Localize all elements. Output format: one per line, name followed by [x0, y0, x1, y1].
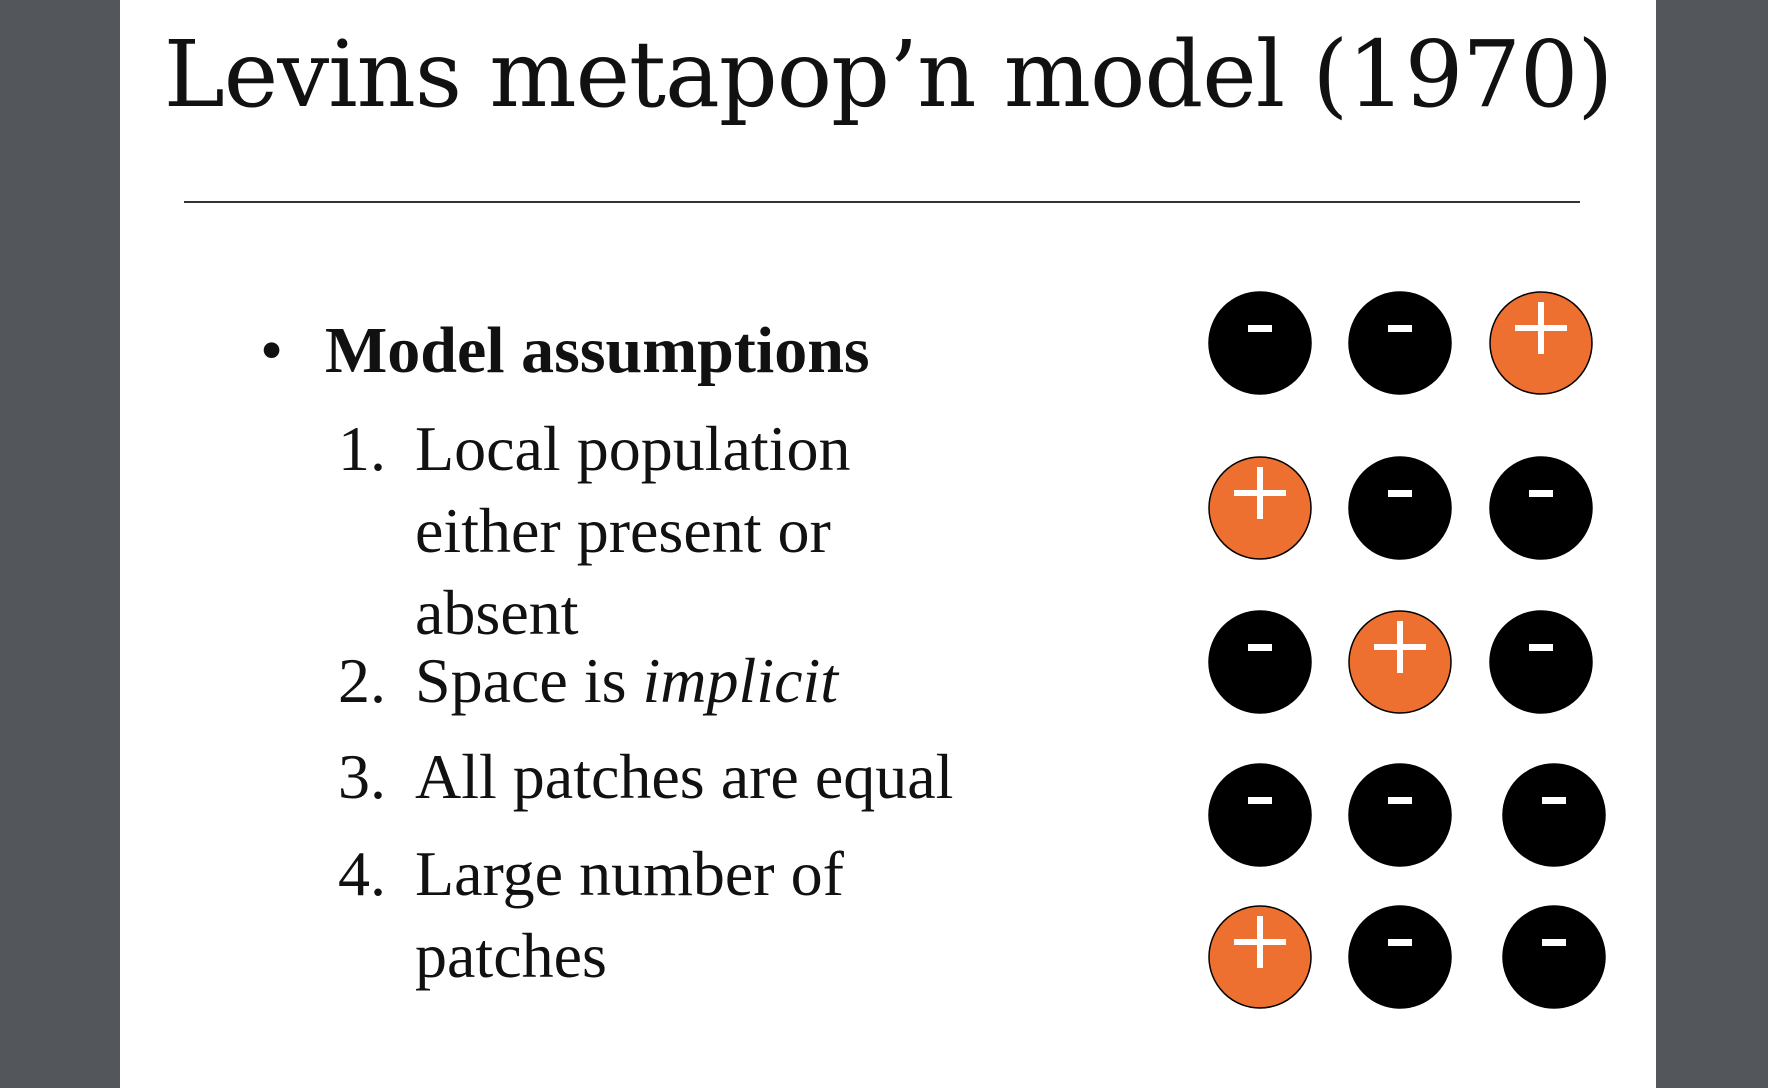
- occupied-patch: [1208, 905, 1312, 1009]
- item-line: absent: [415, 577, 579, 648]
- empty-patch-circle: [1348, 456, 1452, 560]
- empty-patch-circle: [1502, 763, 1606, 867]
- minus-icon: [1529, 644, 1553, 651]
- minus-icon: [1388, 939, 1412, 946]
- minus-icon: [1529, 490, 1553, 497]
- empty-patch-circle: [1348, 763, 1452, 867]
- occupied-patch: [1348, 610, 1452, 714]
- item-line: Large number of: [415, 838, 844, 909]
- empty-patch: [1489, 610, 1593, 714]
- item-line: either present or: [415, 495, 831, 566]
- occupied-patch: [1208, 456, 1312, 560]
- empty-patch-circle: [1489, 456, 1593, 560]
- empty-patch: [1348, 763, 1452, 867]
- item-number: 2.: [338, 645, 386, 716]
- plus-icon: [1515, 302, 1567, 354]
- occupied-patch: [1489, 291, 1593, 395]
- item-text-plain: Space is: [415, 645, 643, 716]
- slide: Levins metapop’n model (1970) • Model as…: [120, 0, 1656, 1088]
- empty-patch-circle: [1208, 763, 1312, 867]
- plus-icon: [1234, 467, 1286, 519]
- item-text: Local population either present or absen…: [415, 408, 1115, 654]
- minus-icon: [1542, 797, 1566, 804]
- empty-patch-circle: [1489, 610, 1593, 714]
- minus-icon: [1542, 939, 1566, 946]
- bullet-marker: •: [260, 314, 284, 387]
- item-number: 3.: [338, 741, 386, 812]
- item-line: Space is implicit: [415, 640, 1115, 722]
- empty-patch-circle: [1502, 905, 1606, 1009]
- item-line: All patches are equal: [415, 741, 954, 812]
- minus-icon: [1248, 797, 1272, 804]
- empty-patch-circle: [1208, 610, 1312, 714]
- minus-icon: [1388, 797, 1412, 804]
- minus-icon: [1388, 325, 1412, 332]
- empty-patch: [1348, 291, 1452, 395]
- item-line: Local population: [415, 413, 851, 484]
- empty-patch: [1502, 763, 1606, 867]
- empty-patch: [1208, 610, 1312, 714]
- slide-title: Levins metapop’n model (1970): [163, 21, 1614, 128]
- empty-patch-circle: [1208, 291, 1312, 395]
- item-text: All patches are equal: [415, 736, 1115, 818]
- item-text: Large number of patches: [415, 833, 1115, 997]
- assumptions-heading: Model assumptions: [325, 314, 870, 387]
- empty-patch: [1489, 456, 1593, 560]
- empty-patch: [1208, 763, 1312, 867]
- empty-patch-circle: [1348, 905, 1452, 1009]
- empty-patch-circle: [1348, 291, 1452, 395]
- item-text-emphasis: implicit: [642, 645, 839, 716]
- item-line: patches: [415, 920, 607, 991]
- empty-patch: [1348, 905, 1452, 1009]
- plus-icon: [1374, 621, 1426, 673]
- patch-grid-diagram: [1208, 291, 1606, 1009]
- plus-icon: [1234, 916, 1286, 968]
- item-number: 4.: [338, 838, 386, 909]
- item-number: 1.: [338, 413, 386, 484]
- empty-patch: [1208, 291, 1312, 395]
- minus-icon: [1248, 325, 1272, 332]
- minus-icon: [1248, 644, 1272, 651]
- empty-patch: [1348, 456, 1452, 560]
- item-text: Space is implicit: [415, 640, 1115, 722]
- empty-patch: [1502, 905, 1606, 1009]
- minus-icon: [1388, 490, 1412, 497]
- title-divider: [184, 201, 1580, 203]
